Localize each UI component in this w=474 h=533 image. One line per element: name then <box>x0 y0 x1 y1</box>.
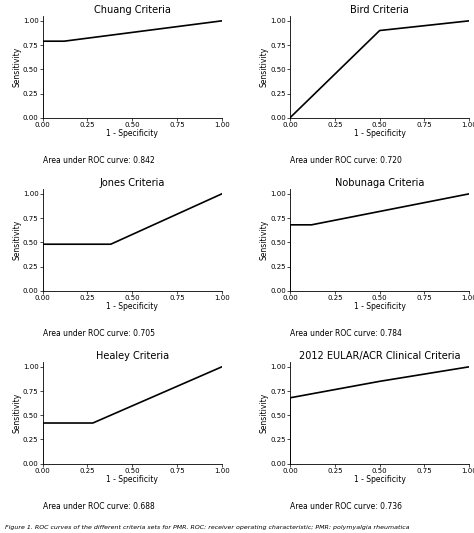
Title: Nobunaga Criteria: Nobunaga Criteria <box>335 178 424 188</box>
Title: Jones Criteria: Jones Criteria <box>100 178 165 188</box>
Y-axis label: Sensitivity: Sensitivity <box>12 47 21 87</box>
Text: Area under ROC curve: 0.842: Area under ROC curve: 0.842 <box>43 156 155 165</box>
Text: Area under ROC curve: 0.784: Area under ROC curve: 0.784 <box>290 329 402 338</box>
Title: Chuang Criteria: Chuang Criteria <box>94 5 171 15</box>
Title: Healey Criteria: Healey Criteria <box>96 351 169 361</box>
X-axis label: 1 - Specificity: 1 - Specificity <box>106 302 158 311</box>
Text: Area under ROC curve: 0.736: Area under ROC curve: 0.736 <box>290 503 402 511</box>
Text: Area under ROC curve: 0.705: Area under ROC curve: 0.705 <box>43 329 155 338</box>
Y-axis label: Sensitivity: Sensitivity <box>12 220 21 260</box>
X-axis label: 1 - Specificity: 1 - Specificity <box>354 302 406 311</box>
Y-axis label: Sensitivity: Sensitivity <box>260 47 269 87</box>
X-axis label: 1 - Specificity: 1 - Specificity <box>354 130 406 138</box>
X-axis label: 1 - Specificity: 1 - Specificity <box>106 130 158 138</box>
Text: Figure 1. ROC curves of the different criteria sets for PMR. ROC: receiver opera: Figure 1. ROC curves of the different cr… <box>5 526 409 530</box>
Y-axis label: Sensitivity: Sensitivity <box>260 393 269 433</box>
Text: Area under ROC curve: 0.720: Area under ROC curve: 0.720 <box>290 156 402 165</box>
Y-axis label: Sensitivity: Sensitivity <box>12 393 21 433</box>
X-axis label: 1 - Specificity: 1 - Specificity <box>106 475 158 484</box>
X-axis label: 1 - Specificity: 1 - Specificity <box>354 475 406 484</box>
Text: Area under ROC curve: 0.688: Area under ROC curve: 0.688 <box>43 503 155 511</box>
Title: Bird Criteria: Bird Criteria <box>350 5 409 15</box>
Y-axis label: Sensitivity: Sensitivity <box>260 220 269 260</box>
Title: 2012 EULAR/ACR Clinical Criteria: 2012 EULAR/ACR Clinical Criteria <box>299 351 460 361</box>
